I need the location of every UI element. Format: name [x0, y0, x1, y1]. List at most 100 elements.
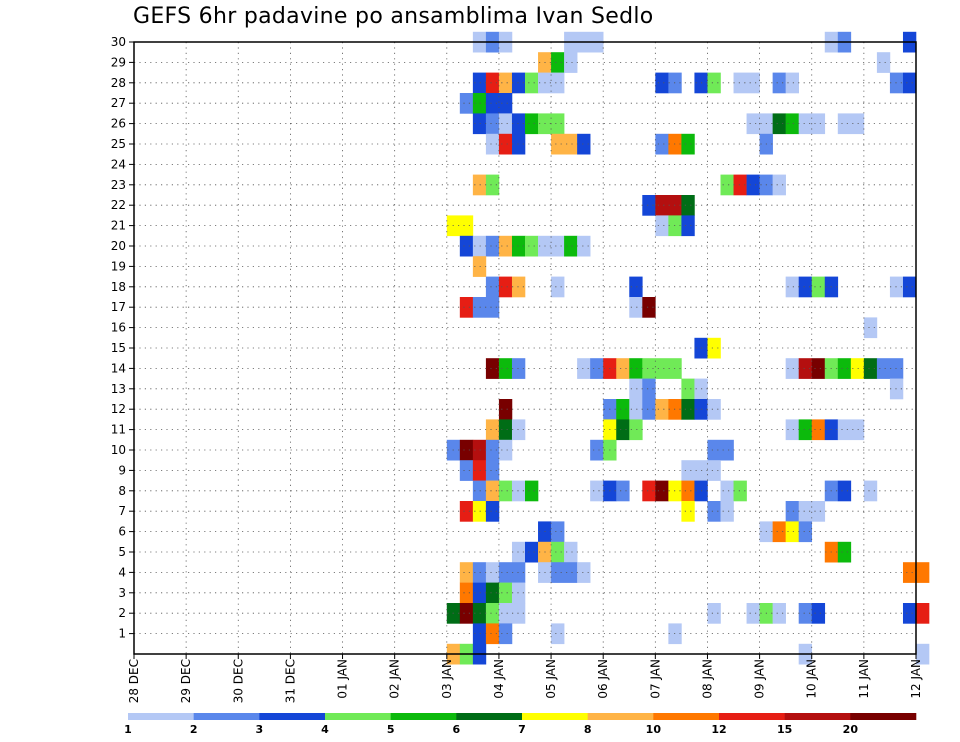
heatmap-cell: [485, 562, 500, 583]
heatmap-cell: [707, 439, 734, 461]
colorbar-swatch: [653, 713, 720, 720]
heatmap-cell: [772, 521, 786, 543]
heatmap-cell: [498, 276, 513, 298]
heatmap-cell: [485, 72, 500, 94]
heatmap-cell: [577, 358, 591, 379]
colorbar-label: 7: [518, 723, 526, 736]
heatmap-cell: [498, 72, 513, 94]
heatmap-cell: [577, 235, 591, 257]
heatmap-cell: [485, 358, 500, 379]
y-tick-label: 3: [118, 586, 126, 600]
y-tick-label: 2: [118, 606, 126, 620]
heatmap-cell: [472, 460, 487, 481]
heatmap-cell: [498, 235, 513, 257]
colorbar-label: 20: [843, 723, 859, 736]
heatmap-cell: [798, 521, 813, 543]
heatmap-cell: [538, 72, 565, 94]
heatmap-cell: [863, 480, 878, 502]
heatmap-cell: [472, 623, 487, 645]
heatmap-cell: [837, 113, 865, 135]
heatmap-cell: [733, 480, 747, 502]
heatmap-cell: [655, 133, 669, 155]
heatmap-cell: [642, 399, 656, 420]
heatmap-cell: [472, 603, 487, 624]
colorbar-label: 10: [646, 723, 662, 736]
heatmap-cell: [525, 480, 539, 502]
y-tick-label: 28: [111, 76, 126, 90]
heatmap-cell: [837, 358, 852, 379]
heatmap-cell: [798, 358, 813, 379]
heatmap-cell: [642, 378, 656, 400]
y-tick-label: 20: [111, 239, 126, 253]
colorbar-label: 6: [453, 723, 461, 736]
colorbar-swatch: [193, 713, 260, 720]
heatmap-cell: [472, 582, 487, 604]
heatmap-cell: [551, 541, 565, 563]
colorbar-label: 1: [124, 723, 132, 736]
heatmap-cell: [837, 480, 852, 502]
heatmap-cell: [916, 643, 930, 665]
x-tick-label: 31 DEC: [283, 659, 297, 703]
heatmap-cell: [629, 378, 643, 400]
x-tick-label: 12 JAN: [909, 659, 923, 699]
heatmap-cell: [811, 276, 826, 298]
colorbar-label: 12: [711, 723, 726, 736]
heatmap-cell: [485, 603, 500, 624]
heatmap-cell: [916, 603, 930, 624]
heatmap-cell: [785, 419, 799, 441]
heatmap-cell: [472, 235, 487, 257]
colorbar-swatch: [128, 713, 194, 720]
y-tick-label: 21: [111, 219, 126, 233]
heatmap-cell: [863, 358, 878, 379]
heatmap-cell: [681, 195, 695, 216]
heatmap-cell: [564, 541, 578, 563]
heatmap-cell: [629, 276, 643, 298]
heatmap-cell: [707, 399, 721, 420]
heatmap-cell: [681, 215, 695, 237]
heatmap-cell: [746, 603, 760, 624]
heatmap-cell: [837, 419, 865, 441]
colorbar-swatch: [719, 713, 785, 720]
heatmap-cell: [538, 235, 565, 257]
heatmap-cell: [785, 113, 799, 135]
heatmap-cell: [863, 317, 878, 339]
heatmap-cell: [785, 358, 799, 379]
heatmap-cell: [785, 501, 799, 522]
y-tick-label: 15: [111, 341, 126, 355]
x-tick-label: 03 JAN: [440, 659, 454, 699]
cells-layer: [446, 31, 930, 665]
colorbar-label: 3: [256, 723, 264, 736]
heatmap-cell: [798, 276, 813, 298]
heatmap-cell: [472, 256, 487, 277]
x-tick-label: 01 JAN: [336, 659, 350, 699]
heatmap-cell: [446, 215, 474, 237]
heatmap-cell: [850, 358, 865, 379]
heatmap-cell: [525, 113, 539, 135]
heatmap-cell: [498, 623, 513, 645]
colorbar-swatch: [784, 713, 851, 720]
heatmap-cell: [459, 93, 474, 114]
heatmap-cell: [459, 235, 474, 257]
heatmap-cell: [772, 603, 786, 624]
heatmap-cell: [785, 72, 799, 94]
heatmap-cell: [525, 235, 539, 257]
heatmap-cell: [837, 541, 852, 563]
heatmap-cell: [485, 501, 500, 522]
heatmap-cell: [551, 562, 578, 583]
heatmap-cell: [498, 439, 513, 461]
heatmap-cell: [590, 439, 604, 461]
heatmap-cell: [681, 133, 695, 155]
heatmap-cell: [681, 378, 695, 400]
ticks-layer: 1234567891011121314151617181920212223242…: [111, 35, 923, 703]
heatmap-cell: [498, 399, 513, 420]
plot-frame: [133, 41, 917, 655]
heatmap-cell: [798, 419, 813, 441]
colorbar-label: 15: [777, 723, 792, 736]
heatmap-cell: [485, 480, 500, 502]
heatmap-cell: [590, 480, 604, 502]
y-tick-label: 4: [118, 565, 126, 579]
colorbar-label: 4: [321, 723, 329, 736]
heatmap-cell: [485, 93, 513, 114]
colorbar-layer: 1 2 3 4 5 6 7 8 10 12 15 20: [124, 713, 917, 736]
